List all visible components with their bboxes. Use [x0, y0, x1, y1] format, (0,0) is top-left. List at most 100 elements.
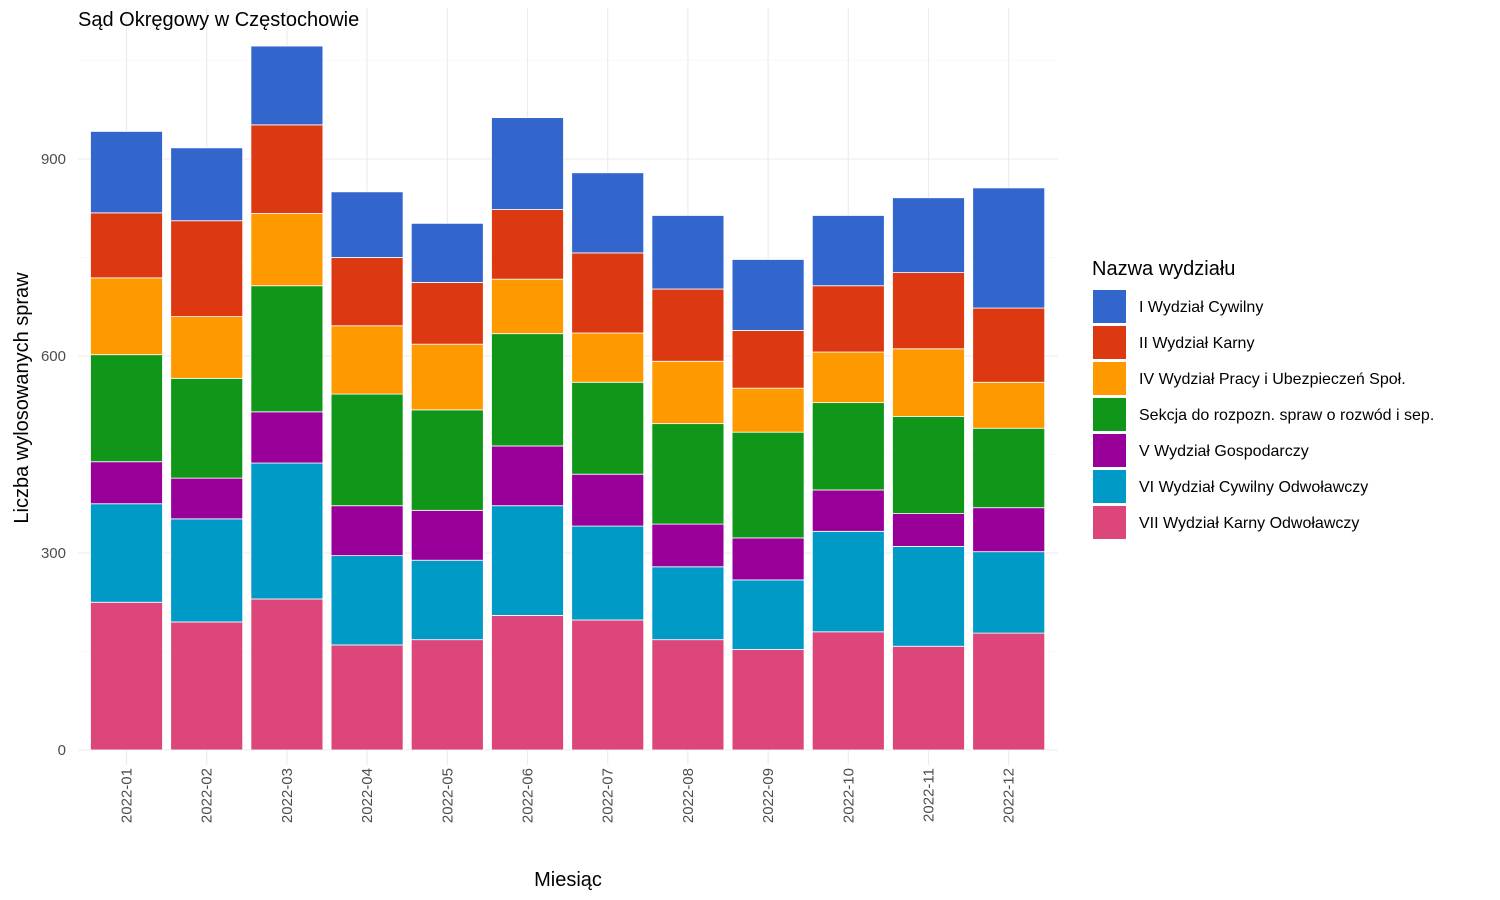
- bar-segment: [170, 377, 244, 479]
- legend-swatch: [1093, 506, 1126, 539]
- bar-segment: [90, 212, 163, 279]
- legend-swatch: [1093, 362, 1126, 395]
- legend: Nazwa wydziału I Wydział Cywilny II Wydzi…: [1092, 258, 1434, 539]
- bar-segment: [491, 278, 564, 335]
- bar-segment: [170, 316, 244, 379]
- legend-swatch: [1093, 470, 1126, 503]
- x-tick-label: 2022-09: [760, 768, 777, 823]
- bar-segment: [571, 172, 645, 254]
- bar-segment: [250, 45, 324, 126]
- legend-label: V Wydział Gospodarczy: [1139, 443, 1309, 460]
- bar-segment: [892, 513, 965, 547]
- x-tick-label: 2022-03: [279, 768, 296, 823]
- bar-segment: [571, 619, 645, 751]
- bar-segment: [330, 644, 404, 751]
- bar-segment: [972, 632, 1046, 751]
- bar-segment: [491, 505, 564, 616]
- x-tick-label: 2022-06: [520, 768, 537, 823]
- legend-swatch: [1093, 398, 1126, 431]
- bar-segment: [90, 601, 163, 751]
- bar-segment: [330, 257, 404, 327]
- bar-segment: [571, 525, 645, 621]
- bar-segment: [972, 551, 1046, 634]
- bar-segment: [571, 252, 645, 334]
- bar-segment: [972, 307, 1046, 383]
- y-tick-label: 600: [41, 348, 66, 365]
- bar-segment: [972, 427, 1046, 509]
- bar-segment: [731, 387, 805, 433]
- bar-segment: [250, 213, 324, 287]
- bar-segment: [410, 282, 484, 345]
- bar-segment: [811, 215, 885, 287]
- bar-segment: [330, 325, 404, 395]
- x-tick-label: 2022-11: [921, 768, 938, 822]
- bar-segment: [731, 259, 805, 331]
- bar-segment: [651, 523, 725, 568]
- y-tick-label: 0: [58, 742, 66, 759]
- bar-segment: [250, 411, 324, 464]
- bar-segment: [892, 272, 965, 350]
- bar-segment: [410, 509, 484, 561]
- bar-segment: [170, 477, 244, 520]
- bar-segment: [651, 423, 725, 525]
- bar-segment: [90, 461, 163, 505]
- bar-segment: [410, 343, 484, 411]
- legend-label: IV Wydział Pracy i Ubezpieczeń Społ.: [1139, 371, 1406, 388]
- bar-segment: [410, 409, 484, 511]
- y-tick-label: 300: [41, 545, 66, 562]
- bar-segment: [170, 220, 244, 318]
- bar-segment: [330, 555, 404, 646]
- bar-segment: [811, 351, 885, 404]
- legend-swatch: [1093, 326, 1126, 359]
- bar-segment: [571, 473, 645, 527]
- bar-segment: [170, 147, 244, 222]
- bar-segment: [892, 546, 965, 647]
- y-tick-label: 900: [41, 151, 66, 168]
- bar-segment: [651, 639, 725, 751]
- axes: 0 300 600 900 2022-01 2022-02 2022-03 2022-04 20…: [41, 151, 1018, 823]
- x-tick-label: 2022-08: [680, 768, 697, 823]
- legend-label: VI Wydział Cywilny Odwoławczy: [1139, 479, 1368, 496]
- bar-segment: [330, 191, 404, 258]
- legend-label: Sekcja do rozpozn. spraw o rozwód i sep.: [1139, 407, 1434, 424]
- bar-segment: [410, 639, 484, 751]
- bar-segment: [250, 285, 324, 413]
- bar-segment: [811, 402, 885, 491]
- bar-segment: [90, 131, 163, 214]
- legend-title: Nazwa wydziału: [1092, 258, 1235, 280]
- bar-segment: [651, 288, 725, 362]
- x-tick-label: 2022-05: [439, 768, 456, 823]
- bar-segment: [892, 645, 965, 751]
- bar-segment: [491, 117, 564, 210]
- bar-segment: [250, 124, 324, 214]
- bar-segment: [731, 579, 805, 650]
- chart-title: Sąd Okręgowy w Częstochowie: [78, 9, 359, 31]
- x-tick-label: 2022-12: [1001, 768, 1018, 823]
- x-tick-label: 2022-01: [119, 768, 136, 823]
- bar-segment: [491, 333, 564, 447]
- bar-segment: [410, 222, 484, 283]
- bar-segment: [651, 360, 725, 425]
- y-axis-title: Liczba wylosowanych spraw: [11, 272, 33, 524]
- bar-segment: [491, 209, 564, 280]
- bar-segment: [651, 215, 725, 290]
- bar-segment: [330, 505, 404, 557]
- legend-label: VII Wydział Karny Odwoławczy: [1139, 515, 1359, 532]
- bar-segment: [972, 507, 1046, 553]
- legend-label: II Wydział Karny: [1139, 335, 1254, 352]
- bar-segment: [892, 197, 965, 274]
- bar-segment: [90, 503, 163, 603]
- bar-segment: [972, 187, 1046, 309]
- bar-segment: [972, 381, 1046, 429]
- bar-segment: [491, 445, 564, 507]
- bar-segment: [811, 489, 885, 532]
- x-tick-label: 2022-07: [600, 768, 617, 823]
- bar-segment: [571, 381, 645, 475]
- legend-swatch: [1093, 290, 1126, 323]
- bar-segment: [170, 518, 244, 623]
- bar-segment: [731, 431, 805, 539]
- bar-segment: [892, 416, 965, 514]
- x-tick-label: 2022-04: [359, 768, 376, 823]
